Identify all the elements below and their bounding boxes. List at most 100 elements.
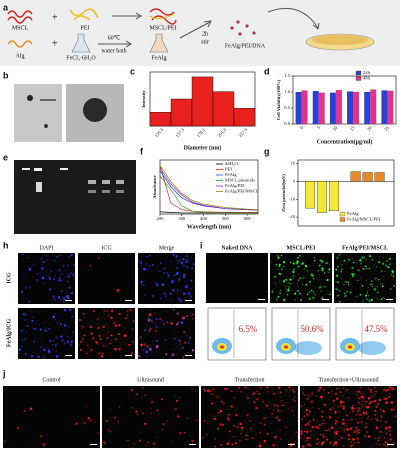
cell [311, 289, 313, 292]
cell [90, 332, 93, 335]
cell [282, 280, 286, 283]
cell [81, 327, 83, 329]
cell [300, 287, 302, 289]
cell [308, 290, 311, 294]
cell [301, 432, 303, 434]
cell [159, 297, 163, 300]
cell [117, 332, 121, 336]
cell [286, 291, 288, 293]
cell [24, 319, 27, 321]
legend-label: ddH₂O [225, 161, 239, 166]
cell [55, 319, 57, 321]
cell [371, 284, 373, 286]
cell [187, 351, 189, 354]
cell [40, 318, 41, 320]
cell [365, 265, 367, 268]
cell [22, 253, 25, 256]
cell [337, 430, 339, 433]
cell [163, 271, 166, 274]
cell [162, 423, 165, 426]
y-tick-label: 1.0 [284, 89, 290, 94]
cell [131, 340, 134, 343]
cell [105, 310, 108, 313]
cell [376, 297, 379, 299]
cell [285, 285, 287, 287]
cell [26, 324, 29, 327]
cell [231, 443, 234, 446]
cell [27, 257, 30, 259]
cell [345, 425, 347, 427]
cell [357, 269, 360, 272]
x-tick-label: 15 [349, 125, 356, 132]
cell [33, 340, 35, 343]
cell [216, 410, 219, 412]
cell [324, 429, 326, 432]
cell [326, 278, 329, 282]
cell [286, 293, 289, 296]
cell [289, 278, 292, 281]
cell [189, 327, 191, 329]
cell [377, 261, 381, 264]
cell [285, 287, 287, 290]
cell [336, 387, 339, 390]
cell [316, 389, 319, 392]
cell [259, 431, 262, 434]
column-header: Transfection+Ultrasound [318, 376, 378, 383]
cell [234, 441, 238, 445]
cell [321, 410, 324, 413]
cell [321, 297, 324, 299]
cell [376, 285, 378, 288]
bar [317, 181, 328, 213]
cell [389, 433, 392, 436]
micrograph [18, 253, 75, 304]
cell [70, 344, 72, 347]
cell [386, 401, 388, 403]
cell [185, 293, 188, 295]
cell [131, 406, 133, 409]
cell [308, 410, 311, 413]
cell [206, 421, 208, 423]
cell [319, 274, 320, 276]
bar [374, 172, 385, 182]
cell [149, 318, 151, 320]
cell [45, 327, 47, 329]
cell [388, 257, 391, 260]
cell [127, 439, 129, 442]
cell [55, 336, 58, 339]
cell [312, 277, 315, 280]
cell [179, 339, 181, 342]
cell [43, 348, 46, 352]
scheme-label: FeAlg/PEI/DNA [225, 43, 266, 49]
cell [335, 420, 338, 423]
cell [366, 405, 370, 409]
y-tick-label: 1.5 [284, 73, 290, 78]
cell [345, 294, 347, 296]
cell [54, 298, 57, 301]
cell [24, 286, 28, 289]
cell [301, 418, 304, 421]
cell [181, 346, 184, 349]
cell [342, 407, 345, 410]
cell [163, 267, 165, 270]
cell [329, 429, 331, 431]
cell [386, 442, 388, 445]
cell [190, 279, 193, 282]
cell [371, 259, 373, 261]
cell [25, 277, 26, 279]
cell [278, 418, 281, 422]
cell [50, 270, 53, 272]
bar [387, 90, 394, 124]
cell [264, 388, 266, 390]
cell [338, 411, 340, 413]
cell [374, 438, 376, 440]
cell [359, 386, 362, 389]
x-axis-label: Concentration(μg/ml) [317, 138, 373, 145]
cell [213, 388, 215, 390]
cell [136, 393, 139, 395]
cell [308, 297, 311, 300]
cell [177, 321, 179, 324]
cell [144, 394, 146, 397]
cell [355, 431, 357, 433]
cell [247, 397, 249, 400]
cell [356, 432, 358, 435]
